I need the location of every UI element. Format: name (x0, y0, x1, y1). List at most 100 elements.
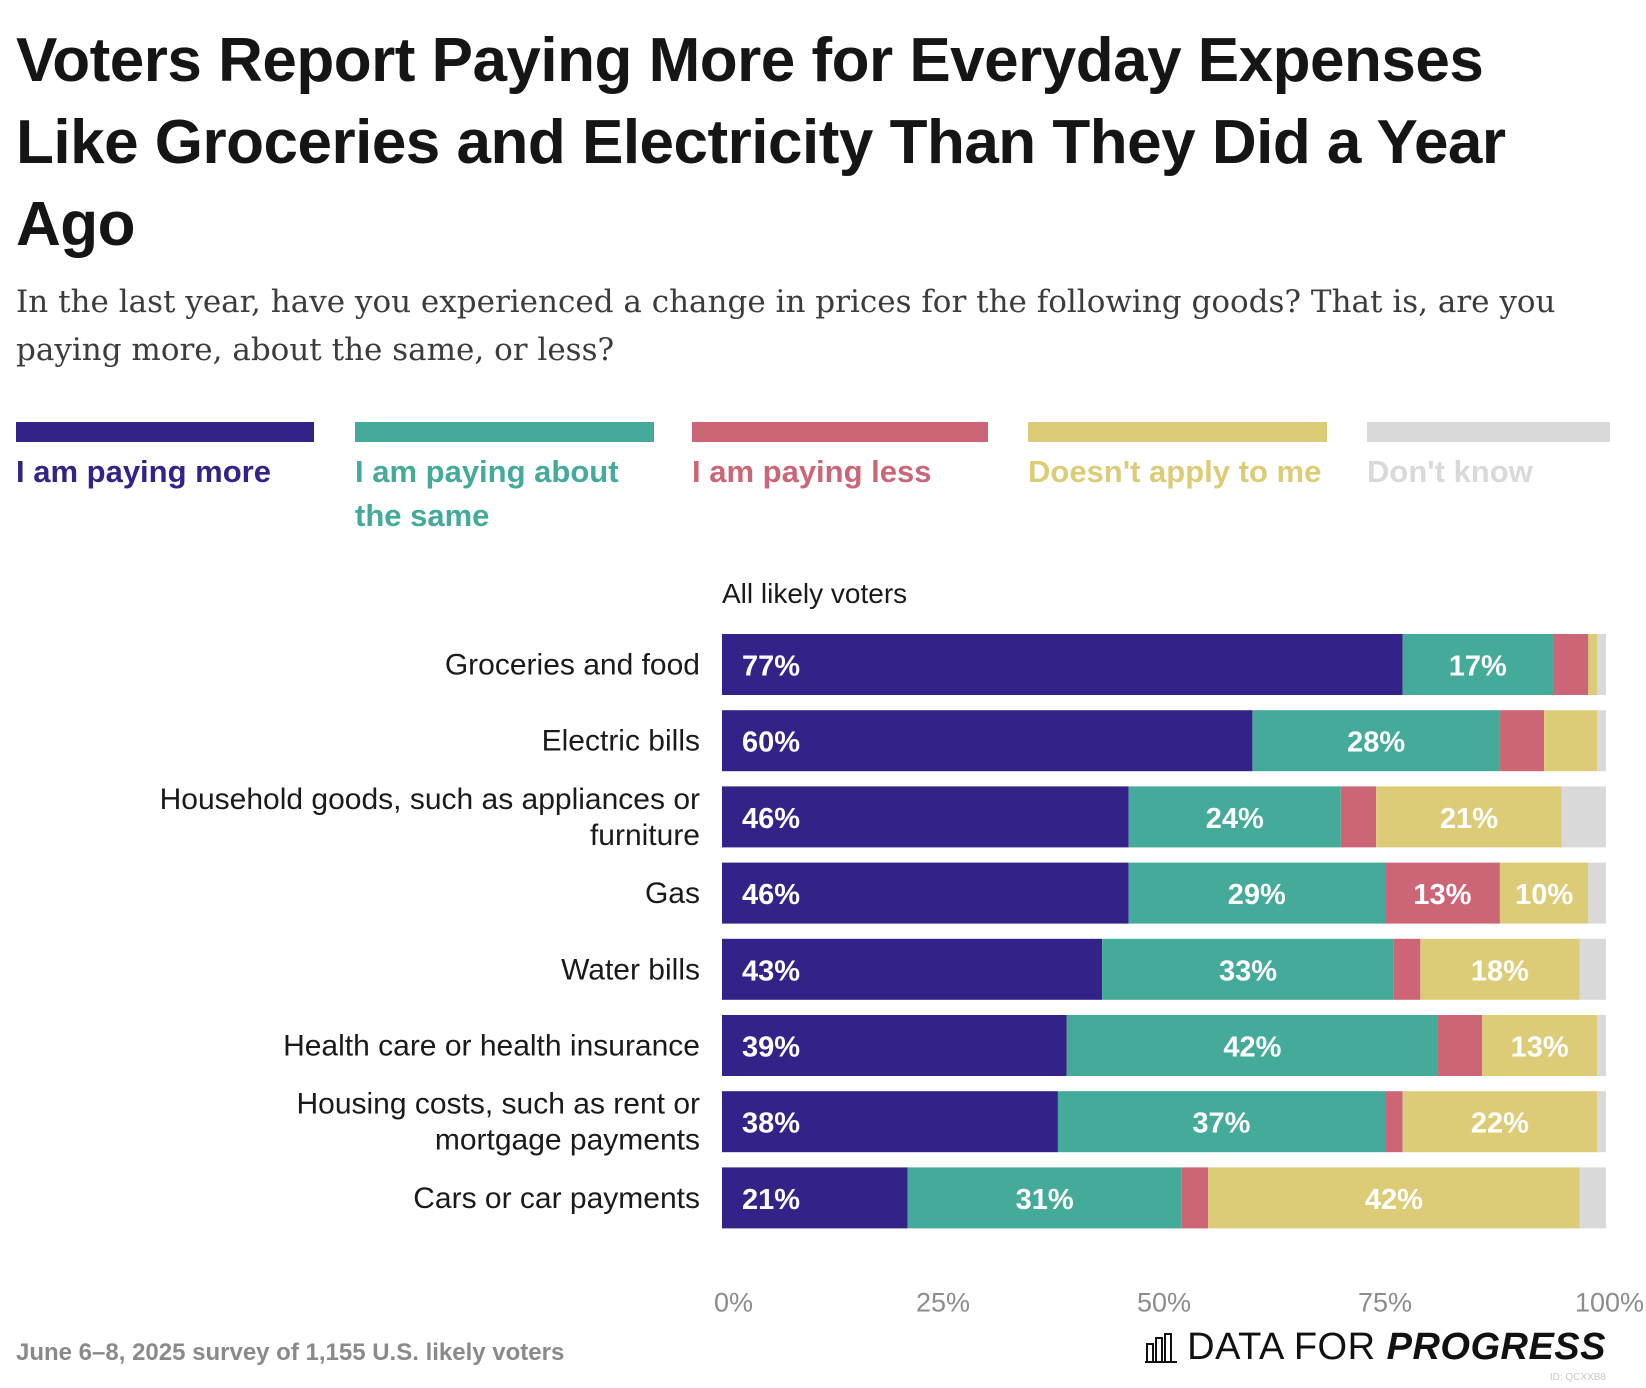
chart-subtitle: In the last year, have you experienced a… (16, 284, 1556, 368)
category-label-line: Gas (645, 877, 700, 910)
category-label: Water bills (561, 953, 700, 986)
bar-segment (1102, 938, 1394, 1000)
legend-item: I am paying less (692, 422, 988, 494)
bar-segment (1597, 710, 1606, 772)
bar-segment (722, 786, 1129, 848)
data-label: 42% (1365, 1184, 1423, 1216)
bar-segment (722, 1015, 1067, 1076)
data-label: 22% (1471, 1108, 1529, 1140)
bar-segment (1579, 1167, 1606, 1229)
data-label: 13% (1413, 879, 1471, 911)
legend: I am paying more I am paying about the sa… (16, 422, 1610, 542)
x-tick-label: 0% (714, 1288, 753, 1318)
legend-label: I am paying more (16, 454, 271, 489)
bar-segment (1208, 1167, 1580, 1229)
bar-segment (1385, 862, 1500, 924)
legend-item: I am paying about the same (355, 422, 654, 538)
data-label: 28% (1347, 727, 1405, 759)
category-label: Gas (645, 877, 700, 910)
bar-segment (1482, 1015, 1598, 1076)
data-label: 39% (742, 1032, 800, 1064)
category-label-line: Health care or health insurance (283, 1030, 700, 1063)
bar-segment (1066, 1015, 1439, 1076)
bar-chart-logo-icon (1145, 1332, 1178, 1363)
category-label: Electric bills (542, 725, 700, 758)
data-label: 21% (1440, 803, 1498, 835)
x-tick-label: 25% (916, 1288, 970, 1318)
legend-swatch (355, 422, 654, 442)
bar-segment (722, 1167, 908, 1229)
data-label: 10% (1515, 879, 1573, 911)
data-label: 46% (742, 803, 800, 835)
data-label: 33% (1219, 955, 1277, 987)
category-label-line: Housing costs, such as rent or (296, 1088, 700, 1121)
bar-segment (1420, 938, 1580, 1000)
chart-title: Voters Report Paying More for Everyday E… (16, 26, 1506, 259)
bar-segment (1128, 786, 1341, 848)
bar-segment (1057, 1091, 1385, 1153)
bar-segment (1579, 938, 1606, 1000)
brand-name: DATA FOR PROGRESS (1187, 1326, 1606, 1369)
group-label: All likely voters (722, 578, 908, 609)
category-label-line: Water bills (561, 953, 700, 986)
bar-segment (907, 1167, 1182, 1229)
data-label: 31% (1016, 1184, 1074, 1216)
bar-segment (1588, 862, 1606, 924)
category-label-line: Cars or car payments (413, 1182, 700, 1215)
category-label-line: mortgage payments (435, 1124, 700, 1157)
legend-item: Don't know (1367, 422, 1610, 494)
category-label: Cars or car payments (413, 1182, 700, 1215)
bar-segment (1402, 634, 1553, 695)
bar-segment (1588, 634, 1598, 695)
legend-swatch (1028, 422, 1327, 442)
legend-item: I am paying more (16, 422, 314, 494)
bar-segment (1597, 634, 1606, 695)
image-id: ID: QCXXB8 (1549, 1372, 1606, 1383)
legend-swatch (1367, 422, 1610, 442)
bar-segment (1402, 1091, 1598, 1153)
bar-segment (722, 1091, 1058, 1153)
brand-logo: DATA FOR PROGRESS (1145, 1326, 1606, 1369)
brand-name-bold: PROGRESS (1386, 1326, 1606, 1368)
data-label: 77% (742, 651, 800, 683)
legend-swatch (16, 422, 314, 442)
x-tick-label: 50% (1137, 1288, 1191, 1318)
category-label: Household goods, such as appliances or fu… (160, 783, 700, 852)
data-label: 13% (1511, 1032, 1569, 1064)
data-label: 29% (1228, 879, 1286, 911)
category-label: Housing costs, such as rent or mortgage p… (296, 1088, 700, 1157)
bar-segment (1552, 634, 1589, 695)
bar-segment (1561, 786, 1606, 848)
bar-segment (722, 634, 1403, 695)
bar-segment (1181, 1167, 1209, 1229)
bar-segment (1597, 1091, 1606, 1153)
category-label-line: furniture (590, 819, 700, 852)
data-label: 18% (1471, 955, 1529, 987)
category-label-line: Household goods, such as appliances or (160, 783, 700, 816)
stacked-bar-chart: Groceries and food 77% 17% Electric bills 60… (160, 634, 1644, 1318)
legend-label: I am paying about the same (355, 454, 619, 533)
source-note: June 6–8, 2025 survey of 1,155 U.S. like… (16, 1339, 565, 1366)
data-label: 43% (742, 955, 800, 987)
bar-segment (1597, 1015, 1606, 1076)
data-label: 17% (1449, 651, 1507, 683)
x-tick-label: 75% (1358, 1288, 1412, 1318)
brand-name-regular: DATA FOR (1187, 1326, 1387, 1368)
bar-segment (722, 938, 1103, 1000)
legend-label: I am paying less (692, 454, 932, 489)
bar-segment (1385, 1091, 1403, 1153)
bar-segment (1544, 710, 1598, 772)
category-label: Health care or health insurance (283, 1030, 700, 1063)
bar-segment (1499, 710, 1545, 772)
category-label-line: Electric bills (542, 725, 700, 758)
bar-segment (1376, 786, 1562, 848)
data-label: 38% (742, 1108, 800, 1140)
category-label: Groceries and food (445, 649, 700, 682)
category-label-line: Groceries and food (445, 649, 700, 682)
data-label: 24% (1206, 803, 1264, 835)
data-label: 46% (742, 879, 800, 911)
data-label: 37% (1192, 1108, 1250, 1140)
bar-segment (1252, 710, 1500, 772)
data-label: 60% (742, 727, 800, 759)
bar-segment (1438, 1015, 1483, 1076)
